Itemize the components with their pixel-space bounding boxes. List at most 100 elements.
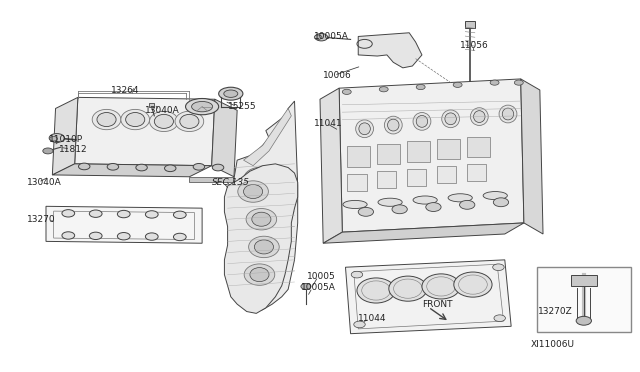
Ellipse shape bbox=[97, 112, 116, 126]
Bar bbox=[406, 141, 429, 161]
Circle shape bbox=[354, 321, 365, 328]
Circle shape bbox=[493, 264, 504, 270]
Ellipse shape bbox=[150, 111, 178, 132]
Text: 11041: 11041 bbox=[314, 119, 342, 128]
Bar bbox=[347, 146, 370, 167]
Ellipse shape bbox=[244, 230, 279, 253]
Text: 10005A: 10005A bbox=[301, 283, 336, 292]
Ellipse shape bbox=[378, 198, 402, 206]
Ellipse shape bbox=[244, 264, 275, 285]
Circle shape bbox=[117, 211, 130, 218]
Ellipse shape bbox=[343, 201, 367, 209]
Polygon shape bbox=[339, 79, 524, 232]
Ellipse shape bbox=[454, 272, 492, 297]
Circle shape bbox=[494, 315, 506, 321]
Circle shape bbox=[90, 232, 102, 240]
Circle shape bbox=[315, 33, 328, 41]
Ellipse shape bbox=[180, 114, 199, 128]
Circle shape bbox=[351, 271, 363, 278]
Circle shape bbox=[416, 84, 425, 90]
Text: 13270: 13270 bbox=[27, 215, 56, 224]
Ellipse shape bbox=[357, 278, 395, 303]
Circle shape bbox=[136, 164, 147, 171]
Bar bbox=[378, 171, 396, 188]
Ellipse shape bbox=[250, 267, 269, 282]
Ellipse shape bbox=[238, 181, 268, 202]
Polygon shape bbox=[323, 223, 524, 243]
Bar bbox=[571, 275, 596, 286]
Ellipse shape bbox=[413, 112, 431, 130]
Circle shape bbox=[43, 148, 53, 154]
Ellipse shape bbox=[249, 200, 273, 216]
Ellipse shape bbox=[244, 185, 262, 199]
Bar bbox=[537, 267, 631, 332]
Circle shape bbox=[490, 80, 499, 85]
Text: 15255: 15255 bbox=[228, 102, 256, 111]
Polygon shape bbox=[228, 101, 298, 311]
Text: SEC.135: SEC.135 bbox=[212, 178, 250, 187]
Ellipse shape bbox=[502, 108, 514, 120]
Circle shape bbox=[193, 163, 205, 170]
Text: 11056: 11056 bbox=[460, 41, 489, 50]
Polygon shape bbox=[52, 97, 78, 175]
Circle shape bbox=[426, 203, 441, 211]
Circle shape bbox=[342, 89, 351, 94]
Ellipse shape bbox=[224, 90, 238, 97]
Ellipse shape bbox=[385, 116, 402, 134]
Polygon shape bbox=[75, 97, 215, 166]
Polygon shape bbox=[521, 79, 543, 234]
Polygon shape bbox=[225, 164, 298, 313]
Ellipse shape bbox=[249, 263, 273, 279]
Ellipse shape bbox=[249, 171, 273, 186]
Ellipse shape bbox=[389, 276, 427, 301]
Circle shape bbox=[173, 211, 186, 218]
Ellipse shape bbox=[413, 196, 437, 204]
Ellipse shape bbox=[442, 110, 460, 128]
Bar bbox=[437, 166, 456, 183]
Circle shape bbox=[392, 205, 407, 214]
Circle shape bbox=[164, 165, 176, 171]
Text: 11044: 11044 bbox=[358, 314, 387, 323]
Bar bbox=[149, 103, 154, 107]
Ellipse shape bbox=[252, 212, 271, 226]
Circle shape bbox=[79, 163, 90, 170]
Ellipse shape bbox=[448, 194, 472, 202]
Polygon shape bbox=[212, 99, 237, 177]
Circle shape bbox=[515, 80, 524, 85]
Ellipse shape bbox=[483, 192, 508, 200]
Circle shape bbox=[145, 211, 158, 218]
Circle shape bbox=[314, 35, 322, 39]
Text: 10006: 10006 bbox=[323, 71, 352, 80]
Text: 10005A: 10005A bbox=[314, 32, 349, 41]
Text: 11812: 11812 bbox=[59, 145, 88, 154]
Circle shape bbox=[50, 137, 58, 141]
Circle shape bbox=[301, 283, 311, 289]
Text: 11010P: 11010P bbox=[49, 135, 83, 144]
Ellipse shape bbox=[422, 274, 460, 299]
Ellipse shape bbox=[191, 102, 212, 112]
Polygon shape bbox=[189, 177, 234, 182]
Polygon shape bbox=[244, 109, 291, 166]
Bar bbox=[467, 137, 490, 157]
Ellipse shape bbox=[244, 167, 279, 190]
Ellipse shape bbox=[416, 115, 428, 127]
Ellipse shape bbox=[499, 105, 517, 123]
Polygon shape bbox=[358, 33, 422, 68]
Ellipse shape bbox=[92, 109, 121, 130]
Circle shape bbox=[173, 233, 186, 241]
Circle shape bbox=[62, 210, 75, 217]
Text: 13270Z: 13270Z bbox=[538, 307, 573, 316]
Circle shape bbox=[576, 316, 591, 325]
Text: 13040A: 13040A bbox=[145, 106, 179, 115]
Ellipse shape bbox=[244, 197, 279, 219]
Bar bbox=[436, 139, 460, 160]
Ellipse shape bbox=[186, 99, 219, 115]
Polygon shape bbox=[346, 260, 511, 334]
Ellipse shape bbox=[244, 260, 279, 282]
Bar bbox=[465, 20, 475, 28]
Bar bbox=[348, 174, 367, 191]
Polygon shape bbox=[46, 206, 202, 243]
Bar bbox=[407, 169, 426, 186]
Ellipse shape bbox=[248, 236, 279, 258]
Circle shape bbox=[117, 232, 130, 240]
